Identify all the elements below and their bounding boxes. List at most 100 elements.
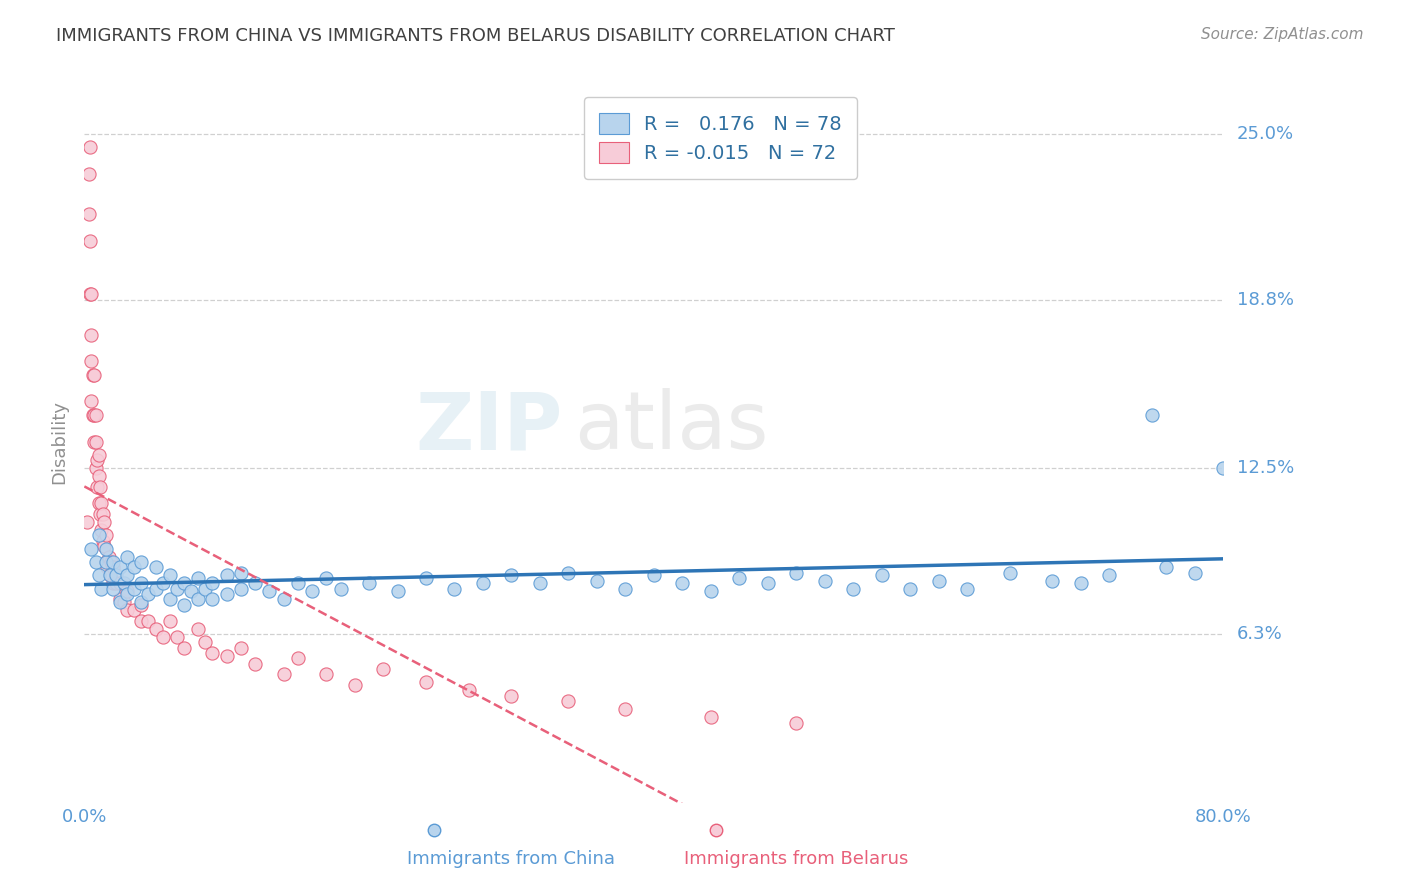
Point xyxy=(101,555,124,569)
Point xyxy=(108,595,131,609)
Point xyxy=(80,287,103,301)
Point xyxy=(94,541,117,556)
Point xyxy=(79,287,101,301)
Point xyxy=(122,560,145,574)
Point xyxy=(166,630,188,644)
Point xyxy=(97,549,120,564)
Point xyxy=(90,523,112,537)
Point xyxy=(84,555,107,569)
Point xyxy=(84,434,107,449)
Point xyxy=(83,434,105,449)
Point xyxy=(90,582,112,596)
Point xyxy=(614,702,637,716)
Point xyxy=(87,568,110,582)
Point xyxy=(472,576,495,591)
Point xyxy=(115,587,138,601)
Point xyxy=(91,507,114,521)
Point xyxy=(315,571,337,585)
Point xyxy=(557,694,579,708)
Text: IMMIGRANTS FROM CHINA VS IMMIGRANTS FROM BELARUS DISABILITY CORRELATION CHART: IMMIGRANTS FROM CHINA VS IMMIGRANTS FROM… xyxy=(56,27,896,45)
Point xyxy=(94,555,117,569)
Point xyxy=(457,683,479,698)
Point xyxy=(131,614,153,628)
Point xyxy=(108,560,131,574)
Point xyxy=(108,576,131,591)
Point xyxy=(159,592,181,607)
Point xyxy=(91,533,114,548)
Point xyxy=(187,622,209,636)
Point xyxy=(101,576,124,591)
Point xyxy=(785,715,807,730)
Point xyxy=(586,574,609,588)
Point xyxy=(138,587,160,601)
Point xyxy=(201,646,224,660)
Text: 25.0%: 25.0% xyxy=(1237,125,1295,143)
Point xyxy=(80,327,103,342)
Point xyxy=(898,582,921,596)
Text: 18.8%: 18.8% xyxy=(1237,291,1294,309)
Point xyxy=(104,568,127,582)
Point xyxy=(82,368,104,382)
Point xyxy=(87,448,110,462)
Point xyxy=(112,595,135,609)
Point xyxy=(756,576,779,591)
Point xyxy=(173,598,195,612)
Point xyxy=(194,635,217,649)
Legend: R =   0.176   N = 78, R = -0.015   N = 72: R = 0.176 N = 78, R = -0.015 N = 72 xyxy=(583,97,858,178)
Point xyxy=(1098,568,1121,582)
Point xyxy=(77,207,100,221)
Point xyxy=(173,640,195,655)
Text: 12.5%: 12.5% xyxy=(1237,459,1295,477)
Point xyxy=(104,576,127,591)
Point xyxy=(87,496,110,510)
Point xyxy=(201,576,224,591)
Point xyxy=(180,584,202,599)
Point xyxy=(245,576,267,591)
Point xyxy=(80,354,103,368)
Point xyxy=(273,592,295,607)
Point xyxy=(501,568,523,582)
Point xyxy=(152,576,174,591)
Text: 6.3%: 6.3% xyxy=(1237,625,1282,643)
Point xyxy=(301,584,323,599)
Point xyxy=(501,689,523,703)
Point xyxy=(115,603,138,617)
Point xyxy=(229,640,252,655)
Point xyxy=(84,461,107,475)
Point xyxy=(115,584,138,599)
Point xyxy=(76,515,98,529)
Point xyxy=(100,555,122,569)
Point xyxy=(998,566,1021,580)
Point xyxy=(415,675,437,690)
Point xyxy=(215,587,238,601)
Point xyxy=(443,582,465,596)
Point xyxy=(1042,574,1064,588)
Point xyxy=(122,582,145,596)
Point xyxy=(138,614,160,628)
Point xyxy=(1140,408,1163,422)
Text: ZIP: ZIP xyxy=(415,388,562,467)
Point xyxy=(870,568,893,582)
Point xyxy=(1184,566,1206,580)
Point xyxy=(115,549,138,564)
Point xyxy=(94,555,117,569)
Point xyxy=(1070,576,1092,591)
Point xyxy=(108,592,131,607)
Point xyxy=(83,368,105,382)
Point xyxy=(96,560,118,574)
Point xyxy=(245,657,267,671)
Point xyxy=(79,234,101,248)
Point xyxy=(273,667,295,681)
Point xyxy=(86,453,108,467)
Point xyxy=(229,566,252,580)
Point xyxy=(557,566,579,580)
Point xyxy=(84,408,107,422)
Point xyxy=(87,528,110,542)
Point xyxy=(83,408,105,422)
Point xyxy=(814,574,837,588)
Point xyxy=(152,630,174,644)
Point xyxy=(287,576,309,591)
Point xyxy=(94,528,117,542)
Point xyxy=(87,469,110,483)
Point xyxy=(229,582,252,596)
